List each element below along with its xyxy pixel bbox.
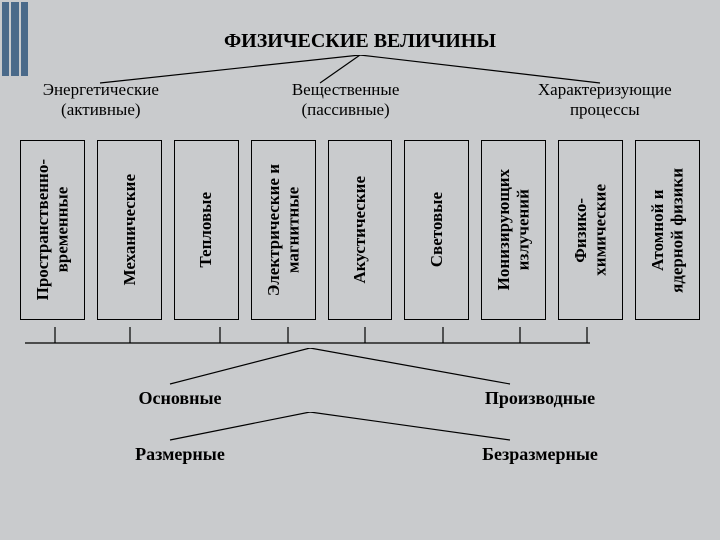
vbox-nuclear: Атомной и ядерной физики: [635, 140, 700, 320]
category-row: Энергетические (активные) Вещественные (…: [0, 80, 720, 119]
pair-dimensional: Размерные Безразмерные: [0, 444, 720, 465]
cat-energetic: Энергетические (активные): [0, 80, 202, 119]
bottom-fan-connector-2: [30, 412, 690, 444]
label-dimensional: Размерные: [0, 444, 360, 465]
vbox-optical: Световые: [404, 140, 469, 320]
vbox-spacetime: Пространственно- временные: [20, 140, 85, 320]
cat-process: Характеризующие процессы: [490, 80, 720, 119]
bottom-ticks: [25, 325, 590, 345]
vertical-boxes: Пространственно- временные Механические …: [20, 140, 700, 320]
label-basic: Основные: [0, 388, 360, 409]
pair-basic-derived: Основные Производные: [0, 388, 720, 409]
vbox-electromagnetic: Электрические и магнитные: [251, 140, 316, 320]
label-derived: Производные: [360, 388, 720, 409]
cat-material: Вещественные (пассивные): [202, 80, 490, 119]
vbox-thermal: Тепловые: [174, 140, 239, 320]
vbox-mechanical: Механические: [97, 140, 162, 320]
vbox-physchem: Физико- химические: [558, 140, 623, 320]
vbox-ionizing: Ионизирующих излучений: [481, 140, 546, 320]
page-title: ФИЗИЧЕСКИЕ ВЕЛИЧИНЫ: [0, 30, 720, 53]
bottom-fan-connector-1: [30, 348, 690, 388]
label-dimensionless: Безразмерные: [360, 444, 720, 465]
vbox-acoustic: Акустические: [328, 140, 393, 320]
